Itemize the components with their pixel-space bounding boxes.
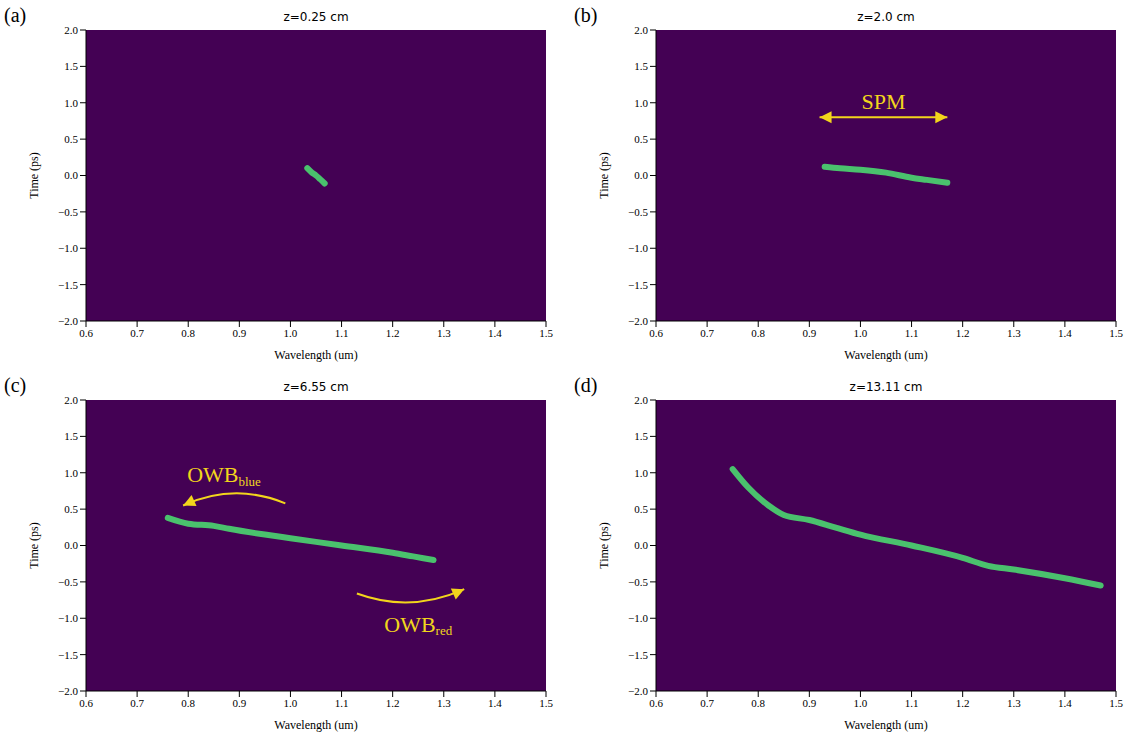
html-text:(c): (c) xyxy=(4,374,27,396)
svg-text:0.0: 0.0 xyxy=(64,169,78,181)
svg-text:0.9: 0.9 xyxy=(802,697,816,709)
svg-text:1.3: 1.3 xyxy=(437,697,451,709)
svg-text:0.8: 0.8 xyxy=(751,697,765,709)
svg-text:0.7: 0.7 xyxy=(130,697,144,709)
svg-text:1.0: 1.0 xyxy=(634,467,648,479)
svg-text:0.5: 0.5 xyxy=(64,133,78,145)
svg-text:1.5: 1.5 xyxy=(1109,697,1123,709)
svg-text:1.0: 1.0 xyxy=(854,697,868,709)
svg-text:2.0: 2.0 xyxy=(634,394,648,406)
svg-text:0.7: 0.7 xyxy=(700,697,714,709)
html-text:z=2.0 cm: z=2.0 cm xyxy=(857,10,915,24)
html-text:z=0.25 cm: z=0.25 cm xyxy=(283,10,349,24)
svg-text:−1.5: −1.5 xyxy=(58,649,78,661)
html-text:(a): (a) xyxy=(4,4,27,26)
svg-text:1.2: 1.2 xyxy=(956,327,970,339)
html-text:(b): (b) xyxy=(574,4,598,26)
svg-text:OWBred: OWBred xyxy=(384,612,452,638)
svg-text:0.7: 0.7 xyxy=(130,327,144,339)
svg-text:1.4: 1.4 xyxy=(1058,327,1072,339)
svg-text:−0.5: −0.5 xyxy=(58,576,78,588)
svg-text:1.1: 1.1 xyxy=(905,697,919,709)
svg-text:0.9: 0.9 xyxy=(802,327,816,339)
svg-text:Wavelength (um): Wavelength (um) xyxy=(274,718,357,732)
svg-text:−1.5: −1.5 xyxy=(58,279,78,291)
svg-text:1.1: 1.1 xyxy=(335,697,349,709)
svg-text:0.5: 0.5 xyxy=(634,503,648,515)
svg-text:0.8: 0.8 xyxy=(181,327,195,339)
svg-text:−2.0: −2.0 xyxy=(58,685,78,697)
svg-text:−2.0: −2.0 xyxy=(58,315,78,327)
svg-text:1.5: 1.5 xyxy=(539,327,553,339)
svg-text:0.8: 0.8 xyxy=(181,697,195,709)
svg-text:1.2: 1.2 xyxy=(956,697,970,709)
svg-text:1.5: 1.5 xyxy=(539,697,553,709)
svg-text:OWBblue: OWBblue xyxy=(187,462,261,488)
svg-text:1.0: 1.0 xyxy=(64,97,78,109)
svg-text:1.5: 1.5 xyxy=(1109,327,1123,339)
svg-text:1.0: 1.0 xyxy=(284,697,298,709)
svg-text:1.3: 1.3 xyxy=(1007,327,1021,339)
svg-text:Time (ps): Time (ps) xyxy=(27,152,41,199)
svg-text:0.0: 0.0 xyxy=(634,169,648,181)
svg-text:0.5: 0.5 xyxy=(634,133,648,145)
svg-text:Wavelength (um): Wavelength (um) xyxy=(844,348,927,362)
svg-text:−1.5: −1.5 xyxy=(628,649,648,661)
svg-text:1.4: 1.4 xyxy=(1058,697,1072,709)
svg-text:0.9: 0.9 xyxy=(232,697,246,709)
svg-text:1.4: 1.4 xyxy=(488,327,502,339)
svg-text:0.8: 0.8 xyxy=(751,327,765,339)
svg-text:1.0: 1.0 xyxy=(634,97,648,109)
svg-text:1.3: 1.3 xyxy=(437,327,451,339)
svg-text:−1.0: −1.0 xyxy=(58,612,78,624)
svg-text:1.1: 1.1 xyxy=(905,327,919,339)
svg-text:0.6: 0.6 xyxy=(79,327,93,339)
svg-text:2.0: 2.0 xyxy=(64,24,78,36)
svg-text:1.5: 1.5 xyxy=(64,60,78,72)
svg-text:Wavelength (um): Wavelength (um) xyxy=(844,718,927,732)
html-text:(d): (d) xyxy=(574,374,598,396)
svg-text:1.1: 1.1 xyxy=(335,327,349,339)
svg-text:0.0: 0.0 xyxy=(634,539,648,551)
svg-text:1.2: 1.2 xyxy=(386,697,400,709)
html-text:z=13.11 cm: z=13.11 cm xyxy=(849,380,923,394)
svg-text:0.6: 0.6 xyxy=(649,327,663,339)
svg-text:0.6: 0.6 xyxy=(649,697,663,709)
svg-text:2.0: 2.0 xyxy=(64,394,78,406)
svg-text:0.6: 0.6 xyxy=(79,697,93,709)
svg-text:1.2: 1.2 xyxy=(386,327,400,339)
svg-text:1.5: 1.5 xyxy=(634,430,648,442)
svg-text:2.0: 2.0 xyxy=(634,24,648,36)
svg-text:0.9: 0.9 xyxy=(232,327,246,339)
svg-text:−1.5: −1.5 xyxy=(628,279,648,291)
svg-text:Time (ps): Time (ps) xyxy=(27,522,41,569)
svg-text:−1.0: −1.0 xyxy=(58,242,78,254)
svg-text:−0.5: −0.5 xyxy=(628,206,648,218)
svg-text:0.0: 0.0 xyxy=(64,539,78,551)
svg-text:1.0: 1.0 xyxy=(854,327,868,339)
svg-text:Time (ps): Time (ps) xyxy=(597,522,611,569)
svg-text:−1.0: −1.0 xyxy=(628,242,648,254)
svg-text:−0.5: −0.5 xyxy=(58,206,78,218)
svg-text:SPM: SPM xyxy=(861,89,905,114)
svg-text:1.4: 1.4 xyxy=(488,697,502,709)
svg-text:1.5: 1.5 xyxy=(64,430,78,442)
html-text:z=6.55 cm: z=6.55 cm xyxy=(283,380,349,394)
svg-text:−1.0: −1.0 xyxy=(628,612,648,624)
svg-text:−0.5: −0.5 xyxy=(628,576,648,588)
svg-text:Wavelength (um): Wavelength (um) xyxy=(274,348,357,362)
svg-text:0.7: 0.7 xyxy=(700,327,714,339)
svg-text:1.5: 1.5 xyxy=(634,60,648,72)
svg-text:1.3: 1.3 xyxy=(1007,697,1021,709)
svg-text:−2.0: −2.0 xyxy=(628,315,648,327)
svg-text:1.0: 1.0 xyxy=(284,327,298,339)
svg-text:1.0: 1.0 xyxy=(64,467,78,479)
svg-text:−2.0: −2.0 xyxy=(628,685,648,697)
svg-text:0.5: 0.5 xyxy=(64,503,78,515)
svg-text:Time (ps): Time (ps) xyxy=(597,152,611,199)
